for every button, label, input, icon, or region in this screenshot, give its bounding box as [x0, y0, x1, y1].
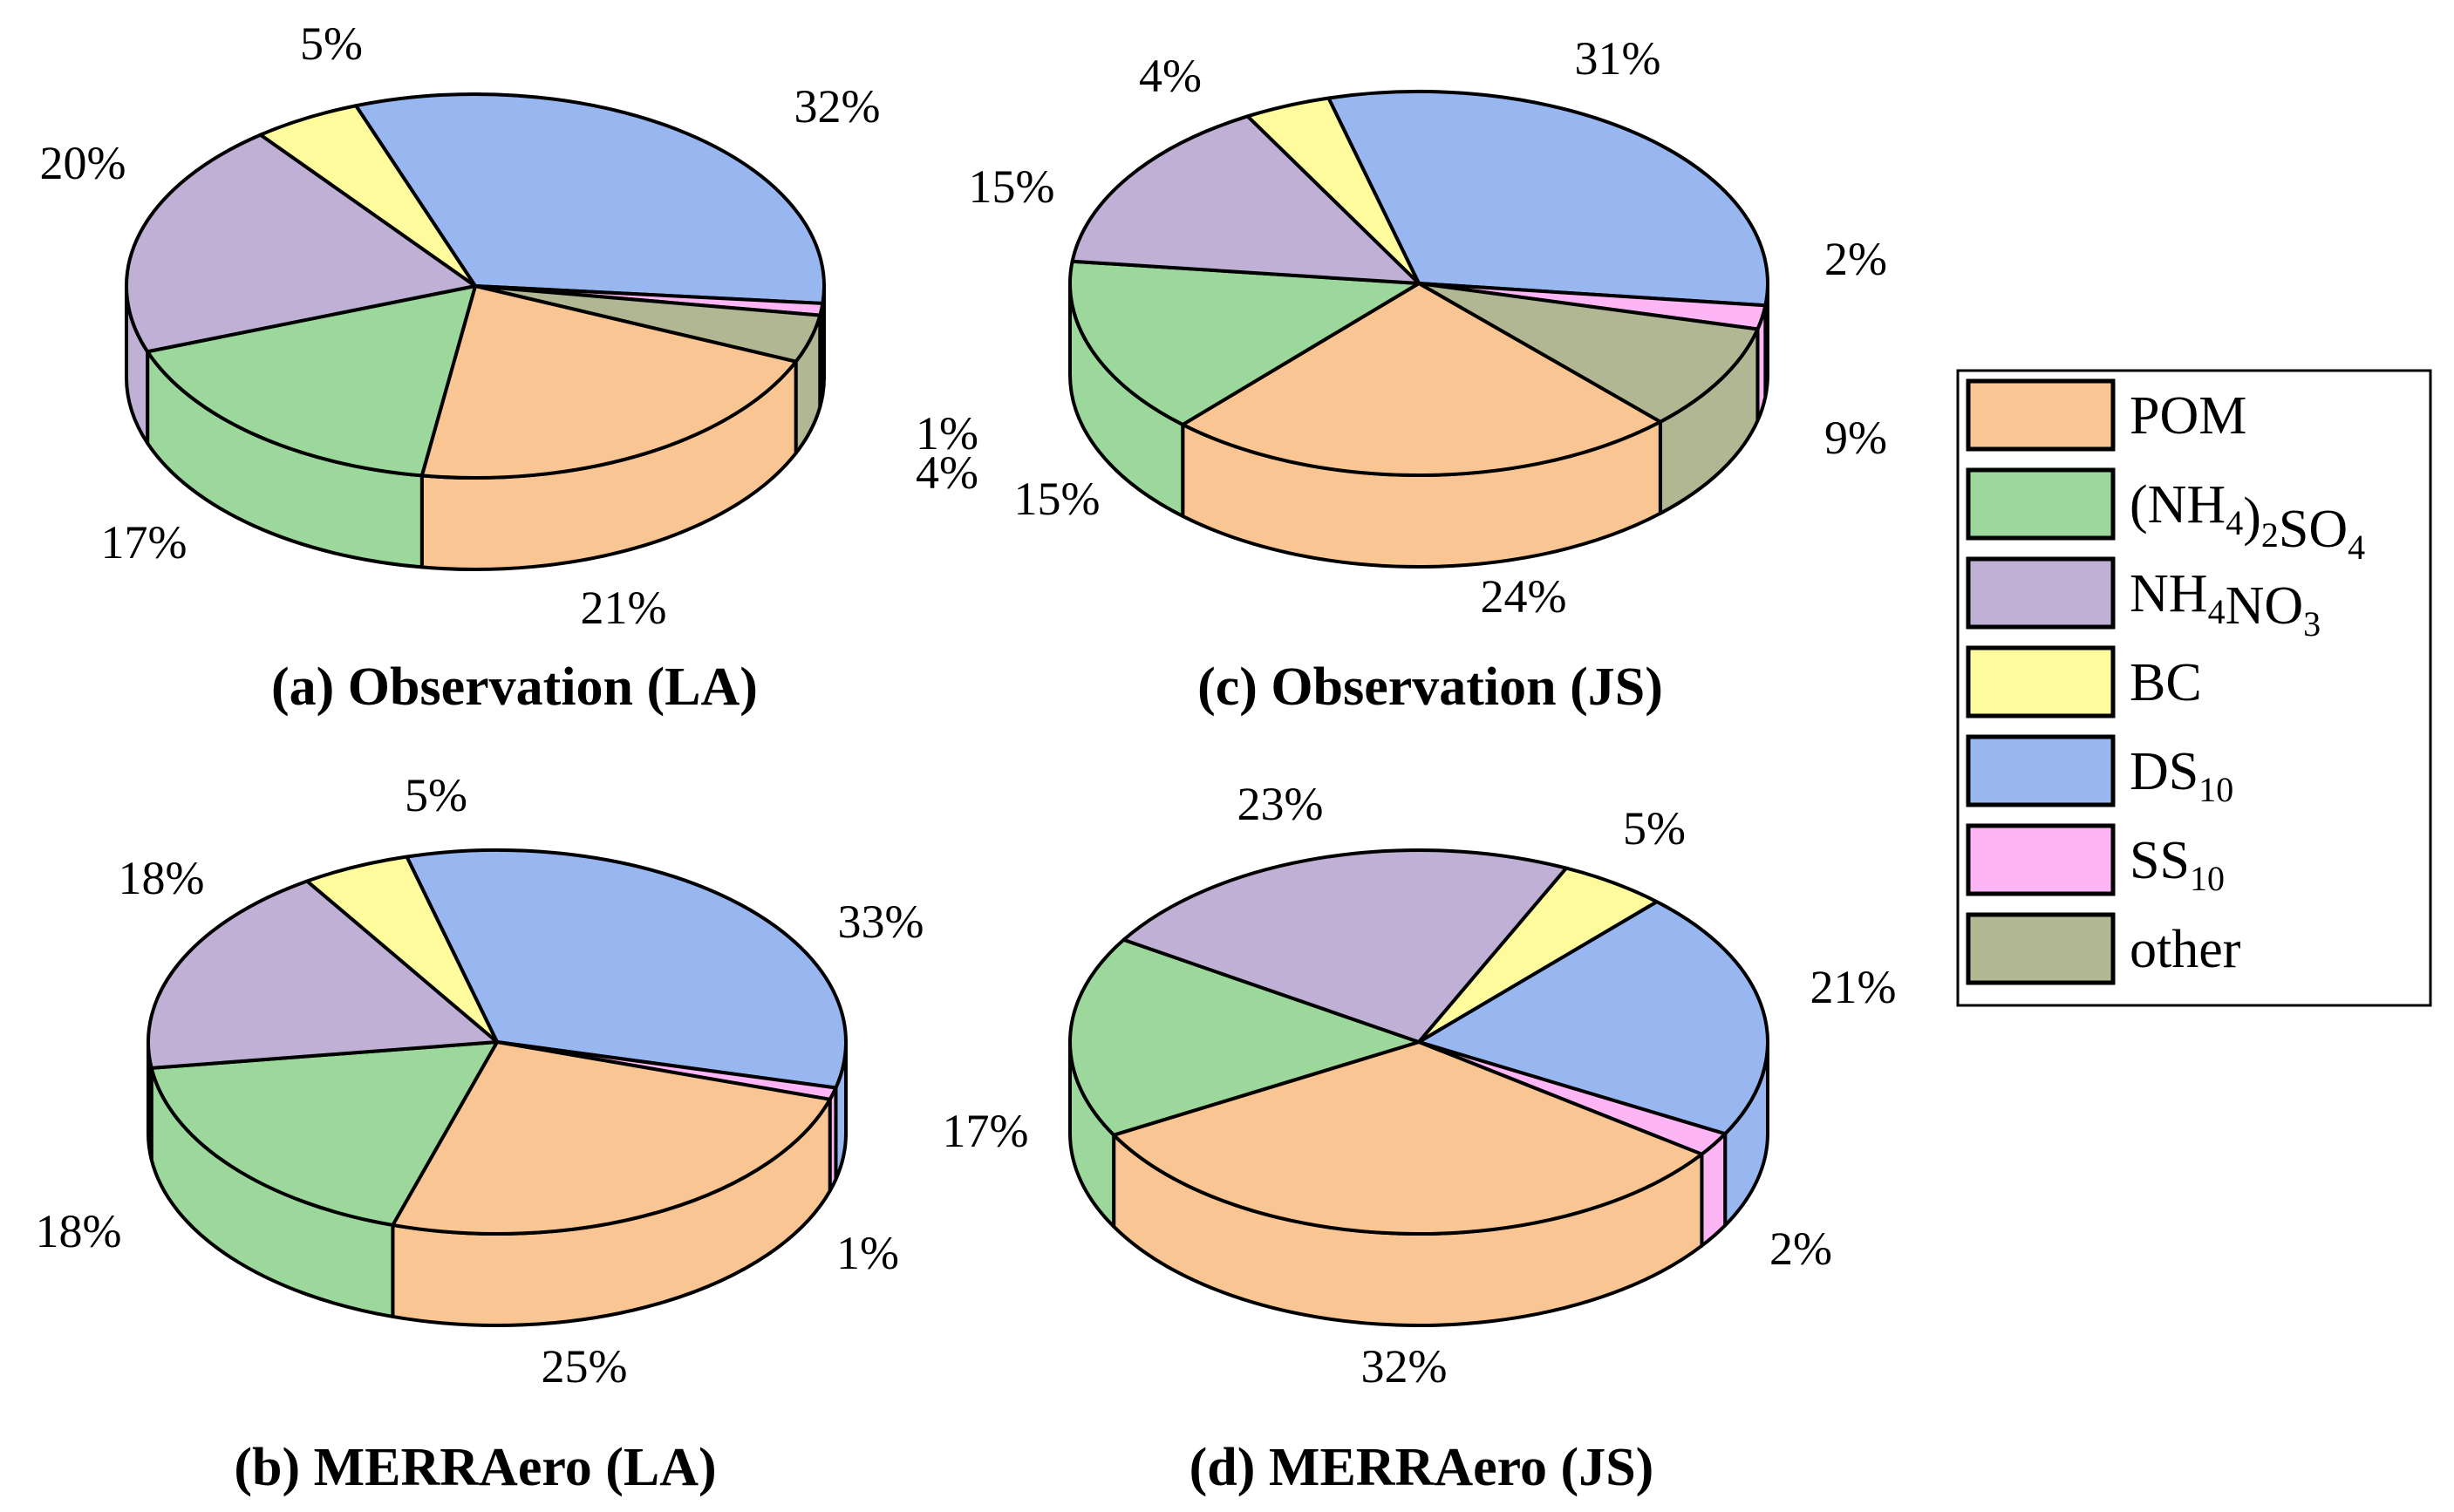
slice-label-d-POM: 32%: [1361, 1340, 1448, 1393]
slice-label-a-AN: 20%: [40, 137, 126, 189]
pie-slice-b-AS: [149, 1040, 499, 1227]
legend-label-other: other: [2130, 920, 2241, 979]
chart-title-c: (c) Observation (JS): [1197, 657, 1663, 717]
legend-swatch-DS: [1966, 734, 2116, 807]
pie-slice-c-POM: [1181, 282, 1662, 477]
legend-swatch-POM: [1966, 378, 2116, 452]
slice-label-d-AN: 23%: [1237, 778, 1324, 830]
pie-slice-a-AN: [125, 133, 477, 354]
chart-title-d: (d) MERRAero (JS): [1190, 1438, 1654, 1497]
pie-slice-c-BC: [1245, 96, 1421, 285]
slice-label-a-other: 4%: [916, 446, 978, 499]
slice-label-c-other: 9%: [1824, 412, 1887, 464]
chart-title-a: (a) Observation (LA): [271, 657, 758, 717]
slice-label-a-POM: 21%: [581, 582, 667, 634]
slice-label-c-AS: 15%: [1014, 473, 1101, 525]
slice-label-b-BC: 5%: [405, 769, 467, 821]
slice-label-a-SS: 1%: [916, 407, 978, 460]
pie-slice-d-BC: [1417, 866, 1659, 1044]
pie-slice-d-AN: [1121, 848, 1569, 1044]
pie-slice-d-POM: [1112, 1040, 1704, 1236]
pie-slice-b-AN: [147, 879, 499, 1070]
pie-chart-c: 31% 2% 9% 24% 15% 15% 4%: [969, 32, 1887, 623]
pie-chart-d: 21% 2% 32% 17% 23% 5%: [943, 778, 1897, 1393]
pie-slice-a-AS: [146, 284, 477, 478]
legend-label-AN: NH4NO3: [2130, 564, 2321, 644]
legend-label-POM: POM: [2130, 386, 2246, 446]
legend-label-DS: DS10: [2130, 742, 2233, 809]
pie-slice-d-DS: [1417, 900, 1769, 1136]
slice-label-b-AS: 18%: [36, 1205, 122, 1257]
slice-label-c-POM: 24%: [1481, 570, 1567, 623]
pie-slice-d-AS: [1068, 937, 1421, 1137]
legend-swatch-AS: [1966, 467, 2116, 541]
slice-label-d-SS: 2%: [1769, 1223, 1832, 1275]
slice-label-b-POM: 25%: [542, 1340, 628, 1393]
pie-chart-a: 32% 1%4% 21% 17% 20% 5%: [40, 17, 978, 634]
pie-slice-a-POM: [419, 284, 798, 480]
pie-slice-b-POM: [391, 1040, 832, 1236]
pie-slice-a-BC: [258, 104, 477, 288]
pie-slice-c-DS: [1326, 90, 1769, 308]
chart-title-b: (b) MERRAero (LA): [234, 1438, 716, 1497]
slice-label-b-AN: 18%: [119, 852, 205, 904]
slice-label-c-SS: 2%: [1824, 233, 1887, 285]
slice-label-d-AS: 17%: [943, 1105, 1029, 1157]
pie-slice-c-other: [1417, 282, 1760, 424]
slice-label-a-BC: 5%: [300, 17, 363, 70]
pie-chart-b: 33% 1% 25% 18% 18% 5%: [36, 769, 924, 1393]
slice-label-a-DS: 32%: [794, 80, 881, 133]
legend-swatch-BC: [1966, 645, 2116, 719]
pie-slice-b-DS: [405, 848, 848, 1090]
legend-swatch-SS: [1966, 823, 2116, 896]
pie-slice-b-BC: [305, 855, 499, 1044]
legend-label-AS: (NH4)2SO4: [2130, 475, 2365, 567]
slice-label-a-AS: 17%: [101, 516, 187, 569]
legend-label-BC: BC: [2130, 653, 2202, 712]
pie-slice-c-AS: [1068, 259, 1421, 426]
slice-label-c-AN: 15%: [969, 160, 1055, 213]
pie-slice-a-DS: [354, 92, 826, 305]
slice-label-b-DS: 33%: [838, 896, 924, 948]
slice-label-c-BC: 4%: [1139, 50, 1202, 102]
pie-slice-c-AN: [1070, 114, 1421, 285]
slice-label-d-DS: 21%: [1810, 961, 1897, 1013]
slice-label-b-SS: 1%: [836, 1227, 899, 1279]
slice-label-c-DS: 31%: [1575, 32, 1661, 85]
legend-label-SS: SS10: [2130, 831, 2225, 898]
slice-label-d-BC: 5%: [1623, 802, 1686, 855]
legend-swatch-other: [1966, 912, 2116, 985]
legend-swatch-AN: [1966, 556, 2116, 630]
